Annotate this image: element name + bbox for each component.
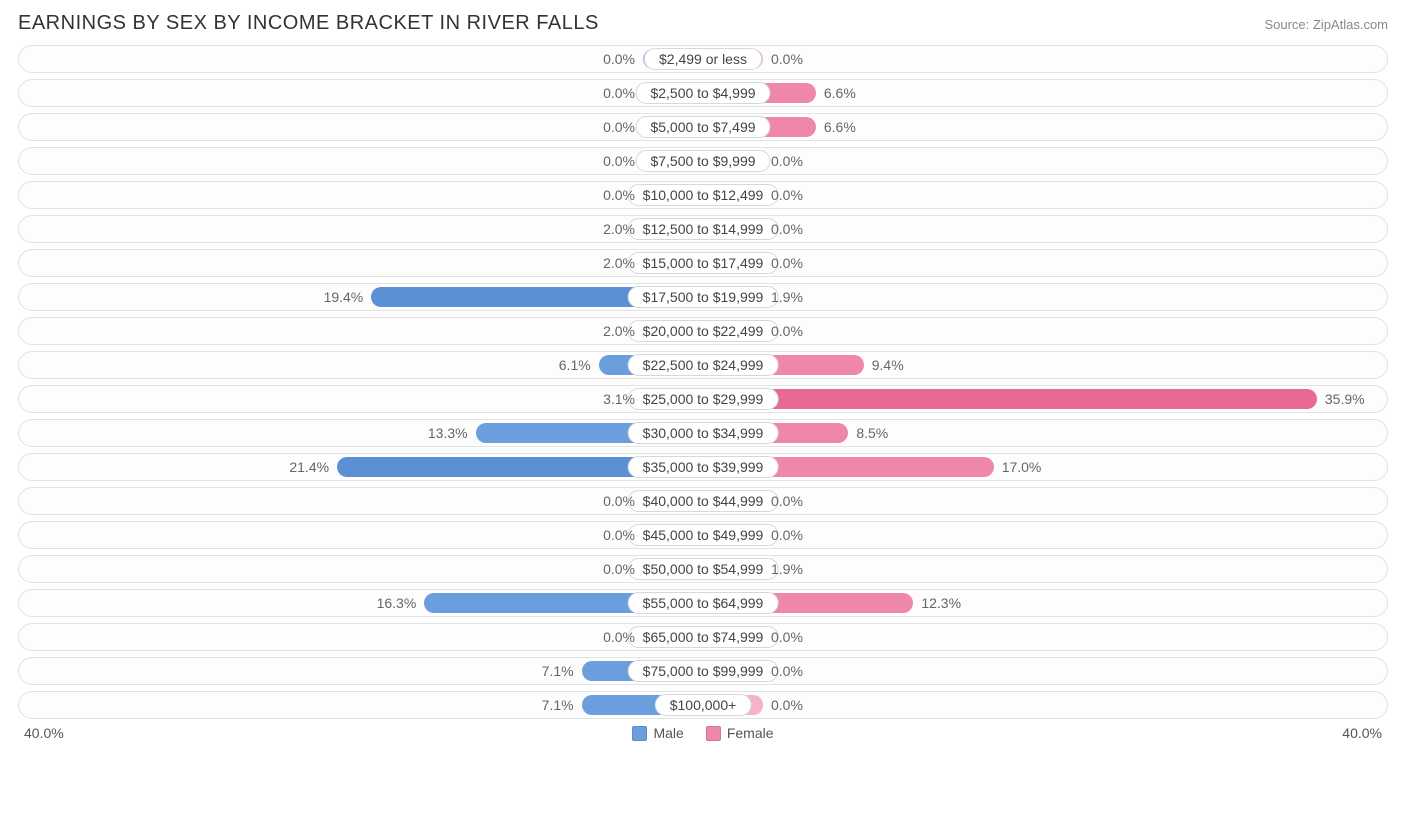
- female-pct-label: 35.9%: [1325, 391, 1365, 407]
- bracket-label: $25,000 to $29,999: [628, 388, 779, 410]
- female-pct-label: 12.3%: [921, 595, 961, 611]
- legend-female: Female: [706, 725, 774, 741]
- bracket-label: $5,000 to $7,499: [635, 116, 770, 138]
- female-pct-label: 0.0%: [771, 51, 803, 67]
- bracket-label: $65,000 to $74,999: [628, 626, 779, 648]
- female-pct-label: 8.5%: [856, 425, 888, 441]
- female-pct-label: 0.0%: [771, 527, 803, 543]
- chart-row: $25,000 to $29,9993.1% 35.9%: [18, 385, 1388, 413]
- male-pct-label: 0.0%: [603, 85, 635, 101]
- bracket-label: $50,000 to $54,999: [628, 558, 779, 580]
- legend-label-female: Female: [727, 725, 774, 741]
- chart-row: $30,000 to $34,999 13.3% 8.5%: [18, 419, 1388, 447]
- bracket-label: $17,500 to $19,999: [628, 286, 779, 308]
- axis-max-left: 40.0%: [24, 725, 64, 741]
- female-pct-label: 0.0%: [771, 255, 803, 271]
- chart-row: $75,000 to $99,999 7.1% 0.0%: [18, 657, 1388, 685]
- male-pct-label: 0.0%: [603, 119, 635, 135]
- chart-row: $50,000 to $54,9990.0% 1.9%: [18, 555, 1388, 583]
- bracket-label: $55,000 to $64,999: [628, 592, 779, 614]
- female-pct-label: 0.0%: [771, 697, 803, 713]
- female-pct-label: 1.9%: [771, 289, 803, 305]
- male-pct-label: 0.0%: [603, 527, 635, 543]
- chart-row: $5,000 to $7,4990.0% 6.6%: [18, 113, 1388, 141]
- male-pct-label: 0.0%: [603, 187, 635, 203]
- male-pct-label: 2.0%: [603, 255, 635, 271]
- chart-row: $45,000 to $49,9990.0% 0.0%: [18, 521, 1388, 549]
- bracket-label: $40,000 to $44,999: [628, 490, 779, 512]
- chart-row: $17,500 to $19,999 19.4% 1.9%: [18, 283, 1388, 311]
- female-pct-label: 0.0%: [771, 323, 803, 339]
- bracket-label: $22,500 to $24,999: [628, 354, 779, 376]
- male-pct-label: 6.1%: [559, 357, 591, 373]
- bracket-label: $45,000 to $49,999: [628, 524, 779, 546]
- chart-row: $7,500 to $9,9990.0% 0.0%: [18, 147, 1388, 175]
- male-pct-label: 0.0%: [603, 51, 635, 67]
- male-pct-label: 0.0%: [603, 493, 635, 509]
- female-pct-label: 9.4%: [872, 357, 904, 373]
- female-pct-label: 0.0%: [771, 187, 803, 203]
- legend-male: Male: [632, 725, 683, 741]
- chart-title: EARNINGS BY SEX BY INCOME BRACKET IN RIV…: [18, 12, 599, 35]
- chart-row: $20,000 to $22,4992.0% 0.0%: [18, 317, 1388, 345]
- female-pct-label: 0.0%: [771, 629, 803, 645]
- bracket-label: $12,500 to $14,999: [628, 218, 779, 240]
- bracket-label: $30,000 to $34,999: [628, 422, 779, 444]
- chart-row: $22,500 to $24,999 6.1% 9.4%: [18, 351, 1388, 379]
- bracket-label: $15,000 to $17,499: [628, 252, 779, 274]
- female-pct-label: 1.9%: [771, 561, 803, 577]
- male-pct-label: 19.4%: [324, 289, 364, 305]
- chart-row: $55,000 to $64,999 16.3% 12.3%: [18, 589, 1388, 617]
- bracket-label: $7,500 to $9,999: [635, 150, 770, 172]
- male-pct-label: 0.0%: [603, 629, 635, 645]
- chart-row: $10,000 to $12,4990.0% 0.0%: [18, 181, 1388, 209]
- bracket-label: $10,000 to $12,499: [628, 184, 779, 206]
- male-pct-label: 0.0%: [603, 153, 635, 169]
- female-pct-label: 17.0%: [1002, 459, 1042, 475]
- legend: Male Female: [632, 725, 773, 741]
- chart-source: Source: ZipAtlas.com: [1264, 17, 1388, 32]
- bracket-label: $100,000+: [655, 694, 752, 716]
- bracket-label: $2,500 to $4,999: [635, 82, 770, 104]
- chart-row: $2,500 to $4,9990.0% 6.6%: [18, 79, 1388, 107]
- bracket-label: $2,499 or less: [644, 48, 762, 70]
- chart-row: $40,000 to $44,9990.0% 0.0%: [18, 487, 1388, 515]
- diverging-bar-chart: $2,499 or less0.0%0.0%$2,500 to $4,9990.…: [18, 45, 1388, 719]
- female-pct-label: 0.0%: [771, 221, 803, 237]
- male-pct-label: 16.3%: [377, 595, 417, 611]
- bracket-label: $75,000 to $99,999: [628, 660, 779, 682]
- male-pct-label: 21.4%: [289, 459, 329, 475]
- male-pct-label: 3.1%: [603, 391, 635, 407]
- legend-swatch-female: [706, 726, 721, 741]
- legend-label-male: Male: [653, 725, 683, 741]
- chart-row: $12,500 to $14,9992.0% 0.0%: [18, 215, 1388, 243]
- male-pct-label: 7.1%: [542, 697, 574, 713]
- female-pct-label: 6.6%: [824, 85, 856, 101]
- female-pct-label: 0.0%: [771, 493, 803, 509]
- chart-row: $65,000 to $74,9990.0% 0.0%: [18, 623, 1388, 651]
- male-pct-label: 13.3%: [428, 425, 468, 441]
- axis-max-right: 40.0%: [1342, 725, 1382, 741]
- female-pct-label: 6.6%: [824, 119, 856, 135]
- chart-row: $15,000 to $17,4992.0% 0.0%: [18, 249, 1388, 277]
- female-pct-label: 0.0%: [771, 663, 803, 679]
- legend-swatch-male: [632, 726, 647, 741]
- male-pct-label: 2.0%: [603, 221, 635, 237]
- male-pct-label: 7.1%: [542, 663, 574, 679]
- female-pct-label: 0.0%: [771, 153, 803, 169]
- bracket-label: $35,000 to $39,999: [628, 456, 779, 478]
- chart-row: $35,000 to $39,999 21.4% 17.0%: [18, 453, 1388, 481]
- bracket-label: $20,000 to $22,499: [628, 320, 779, 342]
- male-pct-label: 0.0%: [603, 561, 635, 577]
- chart-row: $100,000+ 7.1% 0.0%: [18, 691, 1388, 719]
- male-pct-label: 2.0%: [603, 323, 635, 339]
- female-bar: [703, 389, 1317, 409]
- chart-row: $2,499 or less 0.0% 0.0%: [18, 45, 1388, 73]
